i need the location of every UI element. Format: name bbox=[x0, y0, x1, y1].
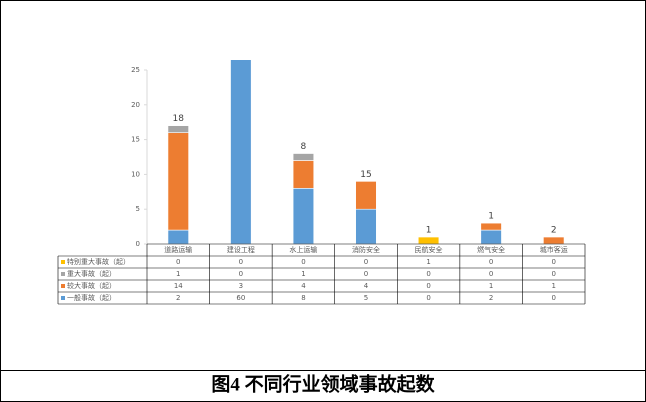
legend-swatch bbox=[61, 272, 65, 276]
table-cell: 1 bbox=[301, 270, 305, 278]
legend-label: 特别重大事故（起） bbox=[67, 257, 130, 266]
x-tick-label: 民航安全 bbox=[415, 245, 443, 254]
table-cell: 1 bbox=[551, 282, 555, 290]
table-cell: 0 bbox=[239, 258, 243, 266]
bar-segment bbox=[292, 188, 315, 244]
table-cell: 1 bbox=[176, 270, 180, 278]
table-cell: 0 bbox=[551, 294, 555, 302]
bar-segment bbox=[167, 125, 189, 133]
legend-label: 重大事故（起） bbox=[67, 269, 116, 278]
table-cell: 4 bbox=[301, 282, 306, 290]
bar-segment bbox=[355, 208, 377, 244]
y-tick-label: 0 bbox=[136, 240, 140, 248]
legend-swatch bbox=[61, 296, 65, 300]
bar-annotation: 2 bbox=[551, 226, 557, 236]
bar-annotation: 1 bbox=[488, 212, 494, 222]
bar-annotation: 1 bbox=[426, 226, 432, 236]
table-cell: 0 bbox=[426, 270, 430, 278]
table-cell: 0 bbox=[426, 282, 430, 290]
y-tick-label: 20 bbox=[131, 101, 140, 109]
chart-title: 图4 不同行业领域事故起数 bbox=[211, 372, 435, 395]
y-tick-label: 5 bbox=[136, 205, 140, 213]
bar-segment bbox=[543, 236, 565, 244]
legend-label: 较大事故（起） bbox=[67, 281, 116, 290]
bar-segment bbox=[292, 160, 315, 189]
bar-segment bbox=[480, 222, 502, 231]
table-cell: 0 bbox=[239, 270, 243, 278]
table-cell: 0 bbox=[364, 270, 368, 278]
table-cell: 2 bbox=[489, 294, 493, 302]
table-cell: 0 bbox=[489, 258, 493, 266]
table-cell: 0 bbox=[551, 258, 555, 266]
x-tick-label: 道路运输 bbox=[164, 245, 192, 254]
y-tick-label: 15 bbox=[131, 136, 140, 144]
bar-annotation: 8 bbox=[301, 142, 307, 152]
bar-segment bbox=[167, 132, 189, 231]
y-tick-label: 10 bbox=[131, 170, 140, 178]
legend-label: 一般事故（起） bbox=[67, 293, 116, 302]
table-cell: 0 bbox=[364, 258, 368, 266]
table-cell: 3 bbox=[239, 282, 243, 290]
bar-segment bbox=[417, 236, 440, 244]
table-cell: 14 bbox=[174, 282, 183, 290]
x-tick-label: 建设工程 bbox=[227, 245, 255, 254]
bar-annotation: 15 bbox=[360, 170, 371, 180]
legend-swatch bbox=[61, 260, 65, 264]
bar-segment bbox=[167, 229, 189, 244]
bar-group bbox=[167, 60, 565, 244]
bar-segment bbox=[230, 60, 252, 244]
table-cell: 2 bbox=[176, 294, 180, 302]
table-cell: 0 bbox=[176, 258, 180, 266]
table-cell: 0 bbox=[551, 270, 555, 278]
x-tick-label: 城市客运 bbox=[540, 245, 568, 254]
bar-segment bbox=[355, 181, 377, 210]
table-cell: 60 bbox=[236, 294, 245, 302]
table-cell: 0 bbox=[301, 258, 305, 266]
table-cell: 0 bbox=[426, 294, 430, 302]
y-tick-label: 25 bbox=[131, 66, 140, 74]
bar-segment bbox=[292, 153, 315, 161]
table-cell: 4 bbox=[364, 282, 369, 290]
x-tick-label: 水上运输 bbox=[289, 245, 317, 254]
table-cell: 1 bbox=[426, 258, 430, 266]
x-tick-label: 消防安全 bbox=[352, 245, 380, 254]
table-cell: 0 bbox=[489, 270, 493, 278]
table-cell: 8 bbox=[301, 294, 305, 302]
x-tick-label: 燃气安全 bbox=[477, 245, 505, 254]
bar-segment bbox=[480, 229, 502, 244]
legend-swatch bbox=[61, 284, 65, 288]
table-cell: 1 bbox=[489, 282, 493, 290]
table-cell: 5 bbox=[364, 294, 368, 302]
bar-annotation: 18 bbox=[173, 114, 185, 124]
